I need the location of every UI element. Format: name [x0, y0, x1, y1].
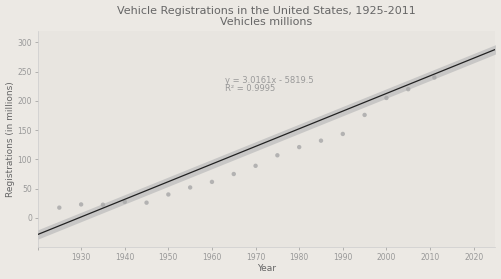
- Point: [382, 96, 390, 100]
- Point: [77, 202, 85, 207]
- Point: [404, 87, 412, 92]
- Point: [208, 180, 216, 184]
- Point: [55, 205, 63, 210]
- Point: [361, 113, 369, 117]
- Text: R² = 0.9995: R² = 0.9995: [225, 84, 275, 93]
- X-axis label: Year: Year: [257, 264, 276, 273]
- Point: [143, 200, 151, 205]
- Point: [121, 199, 129, 204]
- Point: [186, 185, 194, 190]
- Point: [295, 145, 303, 149]
- Point: [339, 132, 347, 136]
- Point: [274, 153, 282, 158]
- Point: [230, 172, 238, 176]
- Point: [430, 75, 438, 80]
- Point: [252, 163, 260, 168]
- Point: [317, 138, 325, 143]
- Text: y = 3.0161x - 5819.5: y = 3.0161x - 5819.5: [225, 76, 314, 85]
- Point: [164, 192, 172, 197]
- Title: Vehicle Registrations in the United States, 1925-2011
Vehicles millions: Vehicle Registrations in the United Stat…: [117, 6, 416, 27]
- Y-axis label: Registrations (in millions): Registrations (in millions): [6, 81, 15, 197]
- Point: [99, 203, 107, 207]
